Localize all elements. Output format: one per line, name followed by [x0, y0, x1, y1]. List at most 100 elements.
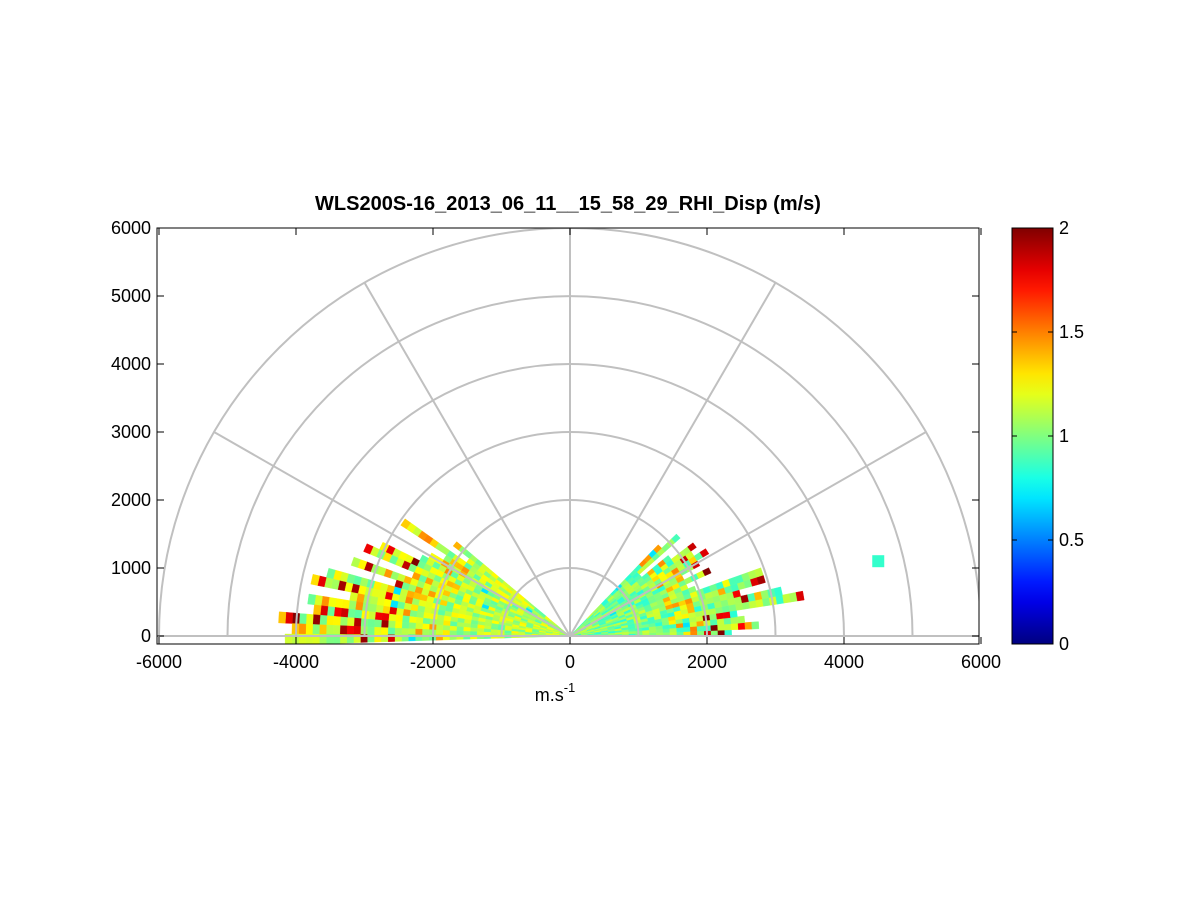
- data-cell-left-sector: [435, 619, 444, 626]
- data-cell-right-sector: [773, 586, 783, 597]
- data-cell-left-sector: [339, 625, 348, 635]
- data-cell-right-sector: [671, 533, 681, 543]
- data-cell-right-sector: [683, 626, 691, 632]
- data-cell-right-sector: [653, 544, 662, 554]
- data-cell-left-sector: [349, 591, 359, 602]
- x-axis-label-exponent: -1: [564, 680, 576, 695]
- data-cell-left-sector: [408, 628, 416, 636]
- data-cell-right-sector: [689, 621, 698, 628]
- x-tick-label: 0: [565, 652, 575, 672]
- colorbar-tick-label: 2: [1059, 218, 1069, 238]
- data-cell-left-sector: [422, 612, 431, 620]
- data-cell-left-sector: [319, 614, 328, 626]
- colorbar-tick-label: 0.5: [1059, 530, 1084, 550]
- data-cell-left-sector: [368, 603, 377, 613]
- data-cell-left-sector: [456, 630, 464, 636]
- x-axis: -6000 -4000 -2000 0 2000 4000 6000: [136, 228, 1001, 672]
- data-cell-left-sector: [339, 616, 348, 627]
- x-tick-label: -6000: [136, 652, 182, 672]
- data-cell-left-sector: [307, 593, 317, 606]
- data-cell-left-sector: [409, 610, 418, 618]
- y-tick-label: 3000: [111, 422, 151, 442]
- y-tick-label: 6000: [111, 218, 151, 238]
- data-cell-left-sector: [449, 621, 458, 627]
- data-cell-left-sector: [310, 574, 320, 586]
- data-cell-left-sector: [278, 611, 287, 624]
- data-cell-left-sector: [367, 611, 376, 620]
- data-cell-left-sector: [388, 606, 398, 616]
- data-cell-left-sector: [374, 612, 383, 621]
- data-cell-left-sector: [380, 627, 389, 635]
- colorbar-tick-label: 1.5: [1059, 322, 1084, 342]
- data-cell-right-sector: [737, 615, 746, 624]
- colorbar: 0 0.5 1 1.5 2: [1011, 218, 1084, 654]
- data-cell-left-sector: [415, 622, 423, 630]
- y-tick-label: 2000: [111, 490, 151, 510]
- data-cell-left-sector: [456, 626, 464, 632]
- data-cell-left-sector: [436, 614, 445, 621]
- data-cell-right-sector: [669, 627, 678, 633]
- isolated-data-cell: [872, 555, 885, 568]
- data-cell-left-sector: [469, 631, 478, 636]
- data-cell-left-sector: [435, 629, 443, 636]
- data-cell-left-sector: [449, 630, 457, 636]
- data-cell-left-sector: [313, 604, 322, 616]
- data-cell-left-sector: [408, 616, 417, 624]
- x-axis-label: m.s-1: [535, 680, 576, 705]
- colorbar-tick-label: 1: [1059, 426, 1069, 446]
- data-cell-left-sector: [312, 624, 320, 635]
- data-cell-right-sector: [702, 567, 712, 577]
- colorbar-tick-label: 0: [1059, 634, 1069, 654]
- data-cell-left-sector: [421, 623, 430, 630]
- elevation-spoke: [213, 431, 571, 637]
- data-cell-left-sector: [490, 629, 498, 633]
- data-cell-left-sector: [422, 617, 431, 625]
- data-cell-right-sector: [696, 625, 705, 632]
- data-cell-left-sector: [442, 625, 451, 631]
- data-cell-left-sector: [476, 631, 485, 636]
- data-cell-left-sector: [354, 601, 364, 611]
- data-cell-left-sector: [354, 609, 363, 619]
- data-cell-left-sector: [366, 626, 375, 635]
- data-cell-left-sector: [387, 620, 396, 629]
- x-tick-label: 2000: [687, 652, 727, 672]
- data-cell-left-sector: [332, 625, 341, 635]
- data-cell-left-sector: [449, 625, 457, 632]
- chart-title: WLS200S-16_2013_06_11__15_58_29_RHI_Disp…: [315, 193, 821, 215]
- data-cell-right-sector: [730, 616, 739, 624]
- data-cell-left-sector: [416, 611, 425, 619]
- data-cell-left-sector: [340, 607, 349, 618]
- elevation-spoke: [363, 282, 571, 637]
- elevation-spoke: [569, 282, 777, 637]
- data-cell-left-sector: [435, 624, 444, 631]
- data-cell-left-sector: [483, 631, 491, 636]
- data-cell-left-sector: [421, 629, 430, 636]
- data-cell-right-sector: [717, 623, 725, 631]
- data-cell-left-sector: [463, 626, 471, 632]
- data-cell-left-sector: [452, 541, 463, 551]
- data-cell-left-sector: [346, 625, 355, 635]
- data-cell-left-sector: [381, 612, 390, 622]
- data-cell-right-sector: [699, 548, 710, 558]
- data-cell-left-sector: [326, 606, 336, 617]
- data-cell-left-sector: [305, 623, 313, 635]
- data-cell-left-sector: [395, 607, 404, 616]
- data-cell-left-sector: [285, 612, 294, 624]
- data-cell-left-sector: [319, 624, 327, 635]
- data-cell-left-sector: [319, 605, 329, 616]
- data-cell-left-sector: [456, 621, 465, 628]
- data-cell-left-sector: [401, 621, 410, 629]
- x-tick-label: 4000: [824, 652, 864, 672]
- data-cell-right-sector: [723, 617, 732, 625]
- data-cell-left-sector: [367, 618, 376, 628]
- data-cell-right-sector: [710, 624, 719, 631]
- data-cell-left-sector: [388, 613, 397, 622]
- data-cell-left-sector: [380, 620, 389, 629]
- data-cell-left-sector: [325, 624, 334, 635]
- data-cell-left-sector: [363, 543, 374, 555]
- data-cell-right-sector: [795, 590, 805, 602]
- y-tick-label: 0: [141, 626, 151, 646]
- data-cell-left-sector: [408, 622, 416, 630]
- data-cell-left-sector: [403, 602, 412, 611]
